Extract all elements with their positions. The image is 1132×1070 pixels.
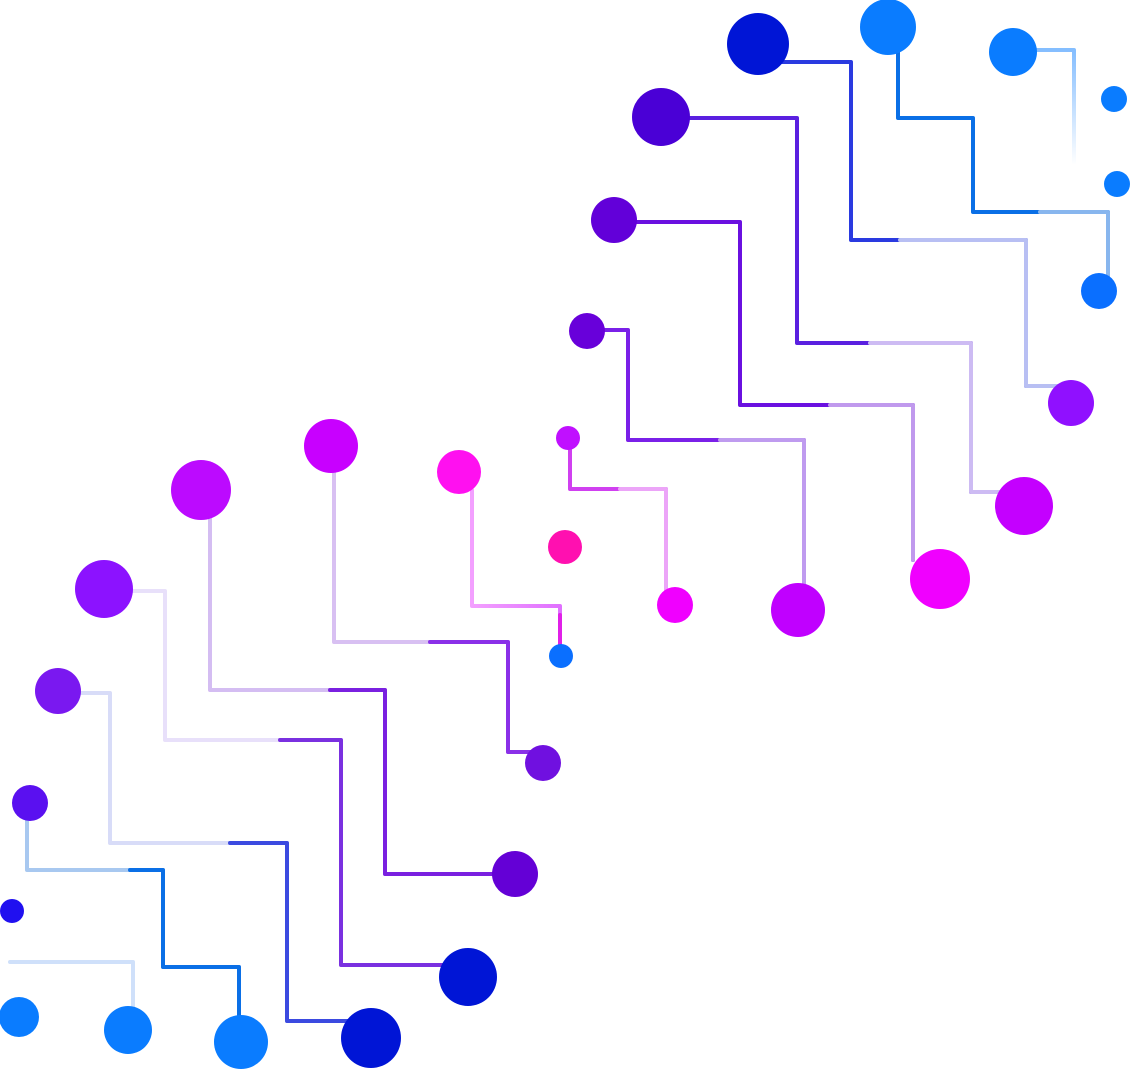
trace	[328, 688, 502, 876]
trace	[568, 443, 668, 602]
trace	[678, 116, 1002, 494]
node-dot	[860, 0, 916, 55]
trace	[8, 960, 135, 1012]
node-dot	[1101, 86, 1127, 112]
node-dot	[1048, 380, 1094, 426]
node-dot	[548, 530, 582, 564]
trace	[898, 238, 1062, 388]
trace	[470, 488, 562, 652]
node-dot	[727, 13, 789, 75]
trace	[1038, 210, 1110, 278]
trace	[228, 841, 362, 1023]
trace	[828, 403, 915, 562]
node-dot	[341, 1008, 401, 1068]
node-dot	[104, 1006, 152, 1054]
trace	[1034, 48, 1076, 167]
node-dot	[632, 88, 690, 146]
node-dot	[171, 460, 231, 520]
node-dot	[771, 583, 825, 637]
trace	[278, 738, 457, 967]
node-dot	[1081, 273, 1117, 309]
trace	[593, 328, 806, 587]
trace	[718, 438, 806, 587]
node-dot	[989, 28, 1037, 76]
node-dot	[591, 197, 637, 243]
trace	[128, 589, 457, 967]
node-dot	[439, 948, 497, 1006]
node-dot	[569, 313, 605, 349]
node-dot	[35, 668, 81, 714]
trace	[208, 513, 502, 876]
trace	[618, 487, 668, 602]
node-dot	[1104, 171, 1130, 197]
node-dot	[525, 745, 561, 781]
node-dot	[910, 549, 970, 609]
upper-traces	[568, 38, 1110, 602]
node-dot	[437, 450, 481, 494]
node-dot	[556, 426, 580, 450]
trace	[428, 640, 542, 754]
trace	[768, 60, 1062, 388]
trace	[868, 341, 1002, 494]
node-dot	[549, 644, 573, 668]
node-dot	[75, 560, 133, 618]
trace	[628, 220, 915, 562]
node-dot	[12, 785, 48, 821]
lower-traces	[8, 468, 562, 1042]
node-dot	[657, 587, 693, 623]
node-dot	[0, 899, 24, 923]
node-dot	[214, 1015, 268, 1069]
trace	[128, 868, 241, 1042]
node-dot	[492, 851, 538, 897]
node-dot	[995, 477, 1053, 535]
node-dot	[0, 997, 39, 1037]
node-dot	[304, 419, 358, 473]
trace	[78, 691, 362, 1023]
